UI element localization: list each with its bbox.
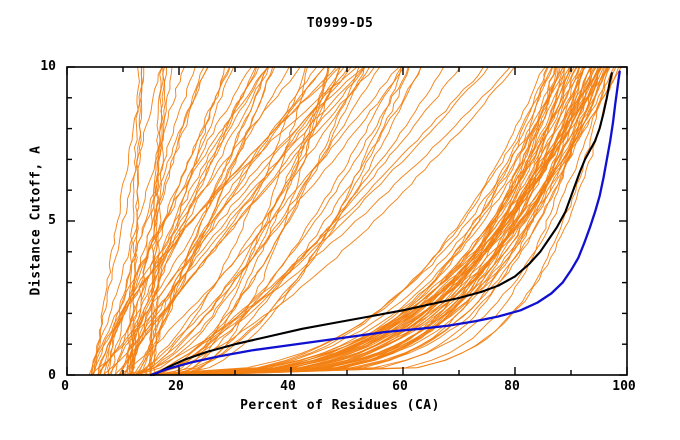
y-tick-label-0: 0 [48,368,56,383]
y-tick-label-5: 5 [48,213,56,228]
reference-curve-black [152,72,613,377]
x-tick-label-40: 40 [280,379,296,394]
x-tick-label-80: 80 [504,379,520,394]
model-ensemble-curves [88,66,622,376]
y-tick-label-10: 10 [40,59,56,74]
x-axis-label: Percent of Residues (CA) [240,398,440,413]
axes-frame [66,66,628,376]
x-tick-label-0: 0 [61,379,69,394]
reference-curve-blue [149,70,621,377]
x-tick-label-20: 20 [168,379,184,394]
chart-title: T0999-D5 [306,16,374,31]
x-tick-label-60: 60 [392,379,408,394]
x-tick-label-100: 100 [612,379,636,394]
